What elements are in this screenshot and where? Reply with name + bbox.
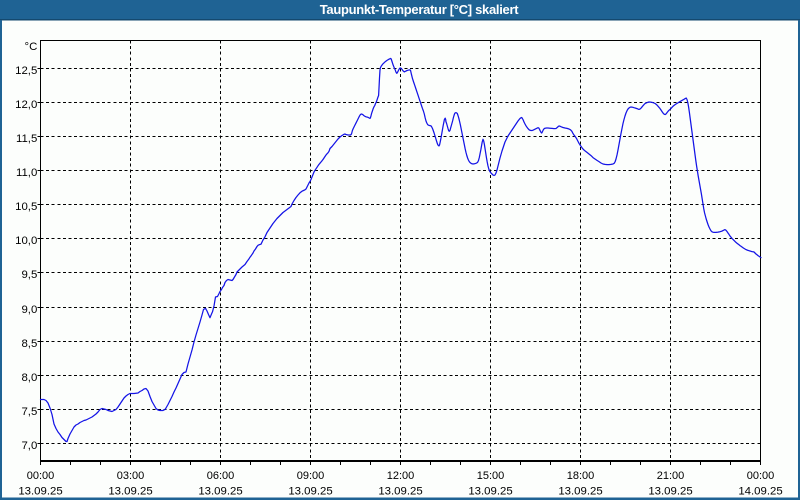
svg-text:13.09.25: 13.09.25 (378, 485, 422, 497)
svg-text:11,0: 11,0 (16, 167, 37, 179)
svg-text:9,5: 9,5 (21, 269, 37, 281)
svg-text:14.09.25: 14.09.25 (738, 485, 782, 497)
svg-text:13.09.25: 13.09.25 (648, 485, 692, 497)
svg-text:18:00: 18:00 (567, 470, 595, 482)
svg-text:11,5: 11,5 (16, 133, 37, 145)
svg-text:00:00: 00:00 (747, 470, 775, 482)
svg-text:06:00: 06:00 (207, 470, 235, 482)
svg-text:13.09.25: 13.09.25 (108, 485, 152, 497)
svg-text:09:00: 09:00 (297, 470, 325, 482)
svg-text:13.09.25: 13.09.25 (18, 485, 62, 497)
svg-text:13.09.25: 13.09.25 (288, 485, 332, 497)
svg-text:7,5: 7,5 (21, 406, 37, 418)
svg-text:8,0: 8,0 (21, 372, 37, 384)
svg-text:10,0: 10,0 (15, 235, 37, 247)
svg-text:7,0: 7,0 (21, 440, 37, 452)
svg-text:12,5: 12,5 (15, 65, 37, 77)
svg-text:21:00: 21:00 (657, 470, 685, 482)
svg-text:8,5: 8,5 (21, 338, 37, 350)
svg-text:°C: °C (25, 41, 38, 53)
svg-text:13.09.25: 13.09.25 (468, 485, 512, 497)
svg-text:Taupunkt-Temperatur [°C] skali: Taupunkt-Temperatur [°C] skaliert (320, 2, 519, 17)
svg-text:13.09.25: 13.09.25 (198, 485, 242, 497)
svg-text:10,5: 10,5 (15, 201, 37, 213)
svg-text:12:00: 12:00 (387, 470, 415, 482)
svg-text:12,0: 12,0 (15, 99, 37, 111)
svg-text:13.09.25: 13.09.25 (558, 485, 602, 497)
svg-text:00:00: 00:00 (27, 470, 55, 482)
svg-text:03:00: 03:00 (117, 470, 145, 482)
svg-text:9,0: 9,0 (21, 304, 37, 316)
svg-text:15:00: 15:00 (477, 470, 505, 482)
